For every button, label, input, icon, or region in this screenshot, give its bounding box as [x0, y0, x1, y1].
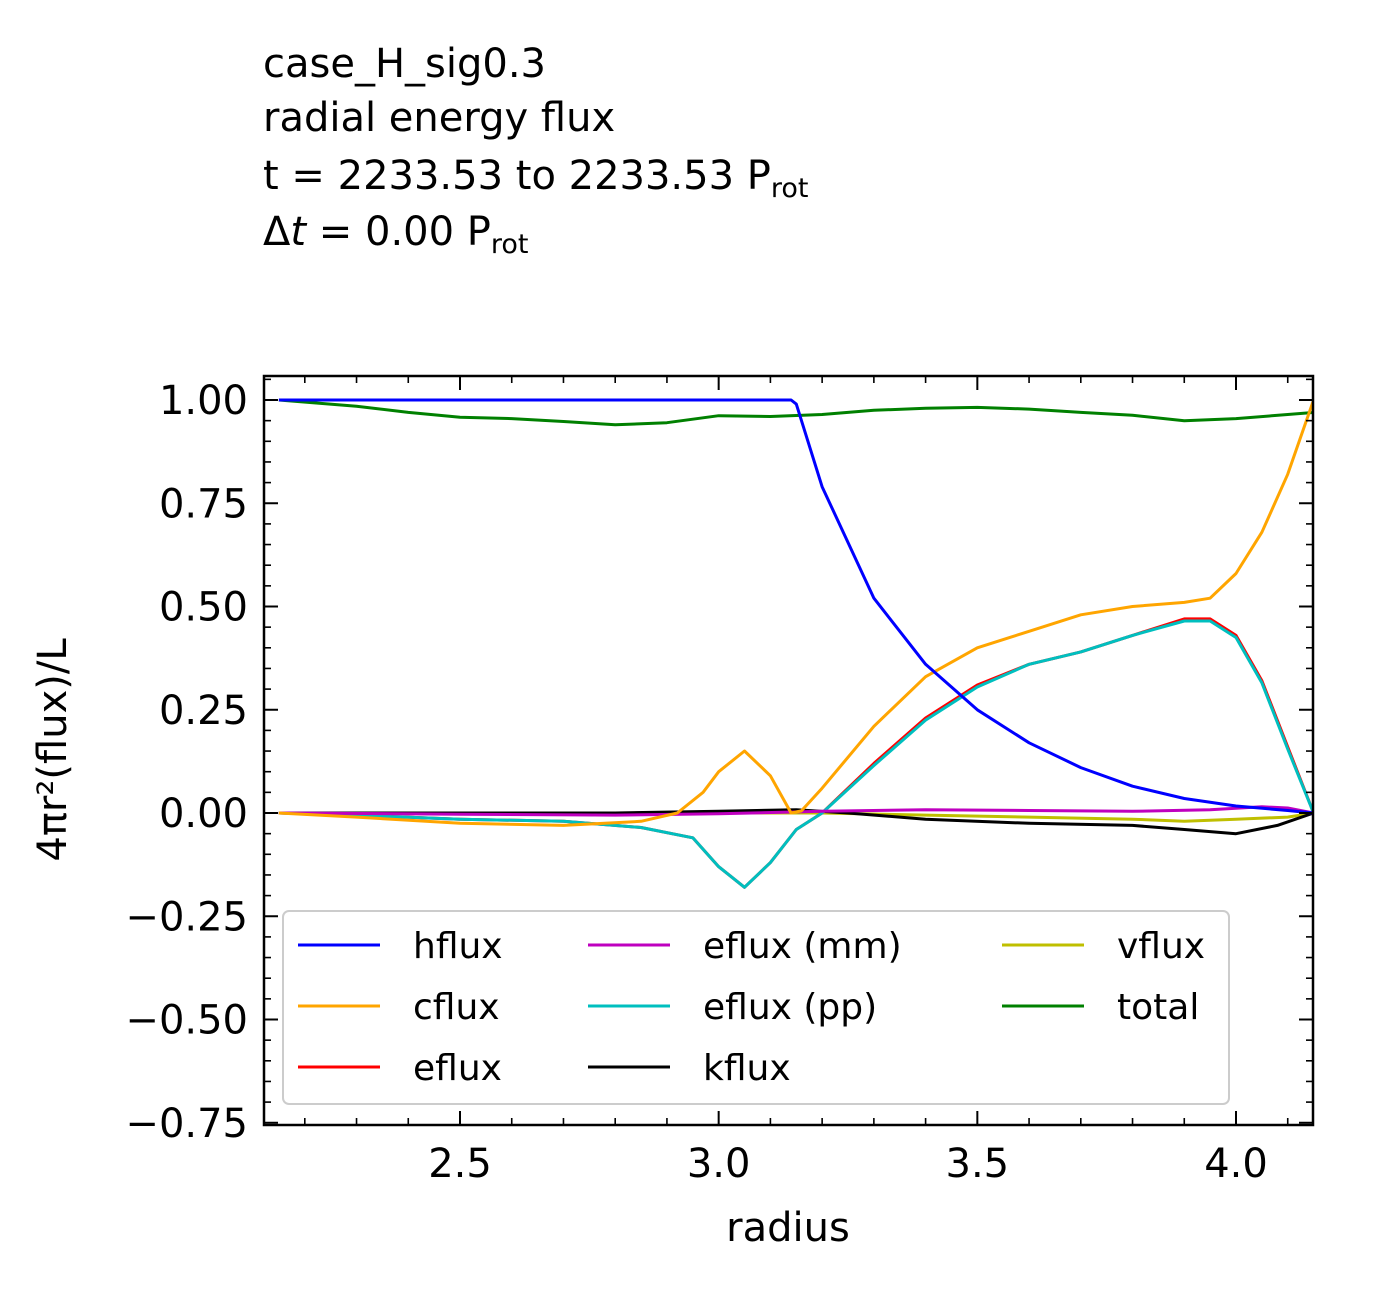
chart-title-delta-value: = 0.00 P — [306, 209, 491, 255]
legend-label-eflux: eflux — [413, 1048, 502, 1089]
x-axis-label: radius — [726, 1205, 850, 1251]
legend-label-hflux: hflux — [413, 926, 503, 967]
chart-title-time-range: t = 2233.53 to 2233.53 P — [263, 153, 771, 199]
legend-label-eflux-pp: eflux (pp) — [703, 987, 877, 1028]
series-line-total — [278, 398, 1313, 427]
x-tick-label: 2.5 — [428, 1141, 492, 1187]
legend-label-total: total — [1117, 987, 1199, 1028]
chart-title-line-4: Δt = 0.00 Prot — [263, 209, 529, 258]
chart-title-delta-t: t — [290, 209, 307, 255]
chart-title-line-2: radial energy flux — [263, 95, 616, 141]
legend-label-cflux: cflux — [413, 987, 500, 1028]
series-layer — [278, 398, 1313, 889]
ticks-layer: 2.5 3.0 3.5 4.0 −0.75 −0.50 −0.25 0.00 0.25 0.50 0… — [125, 376, 1313, 1187]
y-tick-label: 0.75 — [159, 481, 248, 527]
series-line-kflux — [278, 808, 1313, 836]
y-tick-label: 0.50 — [159, 585, 248, 631]
x-tick-label: 3.5 — [946, 1141, 1010, 1187]
chart-title-delta: Δ — [263, 209, 291, 255]
y-tick-label: −0.75 — [125, 1101, 248, 1147]
legend-label-kflux: kflux — [703, 1048, 791, 1089]
y-tick-label: 1.00 — [159, 378, 248, 424]
x-tick-label: 4.0 — [1204, 1141, 1268, 1187]
legend-label-eflux-mm: eflux (mm) — [703, 926, 902, 967]
chart-title-line-3: t = 2233.53 to 2233.53 Prot — [263, 153, 809, 202]
y-tick-label: 0.25 — [159, 688, 248, 734]
series-line-cflux — [278, 399, 1313, 827]
legend-label-vflux: vflux — [1117, 926, 1205, 967]
series-line-eflux — [278, 617, 1313, 889]
chart-title-time-unit-sub: rot — [770, 173, 809, 204]
legend-box — [282, 910, 1230, 1105]
y-tick-label: 0.00 — [159, 791, 248, 837]
chart-title-delta-unit-sub: rot — [490, 229, 529, 260]
y-axis-label: 4πr²(flux)/L — [30, 638, 76, 862]
y-tick-label: −0.50 — [125, 998, 248, 1044]
series-line-eflux-mm — [278, 805, 1313, 817]
y-tick-label: −0.25 — [125, 894, 248, 940]
series-line-hflux — [278, 398, 1313, 815]
chart-title-line-1: case_H_sig0.3 — [263, 41, 546, 87]
legend: hflux cflux eflux eflux (mm) eflux (pp) kflux… — [282, 910, 1230, 1105]
series-line-eflux-pp — [278, 619, 1313, 889]
x-tick-label: 3.0 — [687, 1141, 751, 1187]
